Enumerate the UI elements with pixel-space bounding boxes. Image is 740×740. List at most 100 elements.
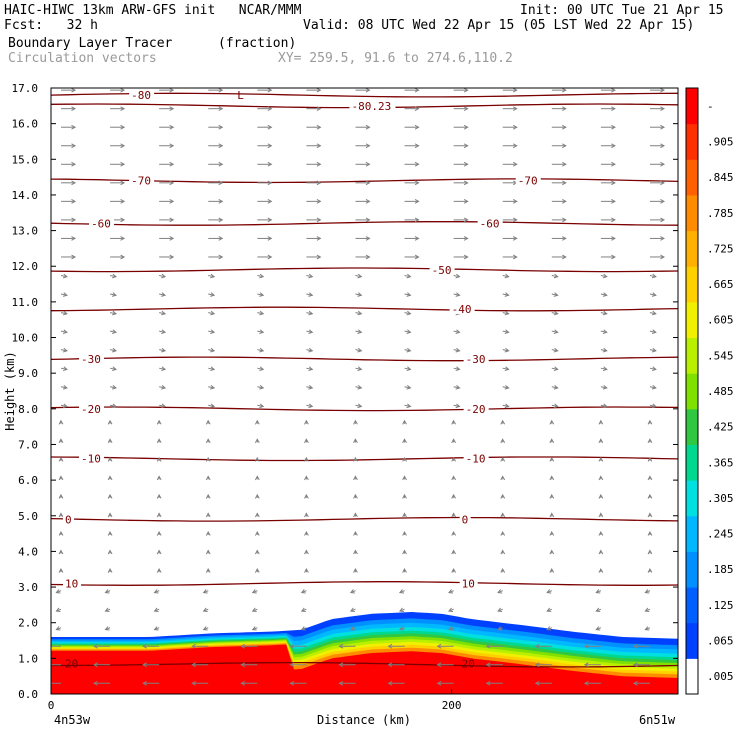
contour-label: 10	[65, 577, 78, 590]
plot-frame	[50, 87, 679, 695]
contour-label: -40	[452, 303, 472, 316]
low-pressure-marker: L	[237, 89, 244, 102]
contour-label: -70	[131, 175, 151, 188]
y-tick-label: 9.0	[18, 367, 38, 380]
colorbar-swatch	[686, 123, 698, 160]
model-line: HAIC-HIWC 13km ARW-GFS init NCAR/MMM	[4, 3, 302, 18]
colorbar-swatch	[686, 408, 698, 445]
y-tick-label: 7.0	[18, 438, 38, 451]
colorbar-swatch	[686, 658, 698, 695]
contour-0	[51, 516, 678, 522]
colorbar-swatch	[686, 337, 698, 374]
colorbar-label: .125	[707, 599, 734, 612]
y-tick-label: 17.0	[12, 82, 39, 95]
colorbar-swatch	[686, 480, 698, 517]
cross-section-endpoints: XY= 259.5, 91.6 to 274.6,110.2	[278, 51, 513, 66]
contour-label: 0	[462, 513, 469, 526]
contour-10	[51, 581, 678, 586]
colorbar-label: -	[707, 100, 714, 113]
contour-label: -80.23	[351, 100, 391, 113]
contour-label: -30	[81, 353, 101, 366]
contour-label: -20	[466, 403, 486, 416]
y-tick-label: 15.0	[12, 153, 39, 166]
contour--50	[51, 267, 678, 273]
tracer-band-11	[51, 644, 678, 694]
colorbar-swatch	[686, 587, 698, 624]
field-units: (fraction)	[218, 36, 297, 51]
colorbar-label: .725	[707, 242, 734, 255]
contour-label: 20	[65, 658, 78, 671]
y-axis-label: Height (km)	[3, 351, 17, 430]
y-tick-label: 10.0	[12, 332, 39, 345]
contour--80	[51, 92, 678, 98]
contour-label: -50	[432, 264, 452, 277]
colorbar-swatch	[686, 444, 698, 481]
colorbar-swatch	[686, 515, 698, 552]
colorbar-label: .845	[707, 171, 734, 184]
contour-label: 10	[462, 577, 475, 590]
colorbar-swatch	[686, 266, 698, 303]
y-tick-label: 2.0	[18, 617, 38, 630]
y-tick-label: 5.0	[18, 510, 38, 523]
y-tick-label: 3.0	[18, 581, 38, 594]
colorbar-label: .485	[707, 385, 734, 398]
x-tick-label: 0	[48, 699, 55, 712]
colorbar-label: .065	[707, 635, 734, 648]
colorbar-label: .425	[707, 421, 734, 434]
y-tick-label: 11.0	[12, 296, 39, 309]
colorbar-label: .785	[707, 207, 734, 220]
colorbar-swatch	[686, 159, 698, 196]
colorbar-label: .905	[707, 135, 734, 148]
x-axis-label: Distance (km)	[317, 713, 411, 727]
contour-label: -10	[466, 453, 486, 466]
colorbar-swatch	[686, 622, 698, 659]
x-tick-label: 200	[442, 699, 462, 712]
colorbar-label: .365	[707, 456, 734, 469]
contour-label: -70	[518, 175, 538, 188]
colorbar-swatch	[686, 230, 698, 267]
y-tick-label: 8.0	[18, 403, 38, 416]
colorbar-swatch	[686, 88, 698, 125]
colorbar-label: .305	[707, 492, 734, 505]
contour--40	[51, 306, 678, 312]
y-tick-label: 14.0	[12, 189, 39, 202]
colorbar-swatch	[686, 373, 698, 410]
valid-time: Valid: 08 UTC Wed 22 Apr 15 (05 LST Wed …	[303, 18, 695, 33]
contour-label: -60	[91, 217, 111, 230]
contour--30	[51, 356, 678, 362]
colorbar-label: .605	[707, 314, 734, 327]
x-right-endpoint-label: 6n51w	[639, 713, 676, 727]
contour-label: 20	[462, 658, 475, 671]
init-time: Init: 00 UTC Tue 21 Apr 15	[520, 3, 724, 18]
contour--10	[51, 456, 678, 462]
forecast-hour: Fcst: 32 h	[4, 18, 98, 33]
contour--20	[51, 406, 678, 412]
colorbar-label: .665	[707, 278, 734, 291]
contour-label: -30	[466, 353, 486, 366]
y-tick-label: 16.0	[12, 118, 39, 131]
y-tick-label: 6.0	[18, 474, 38, 487]
contour-label: -20	[81, 403, 101, 416]
contour--70	[51, 178, 678, 184]
colorbar-swatch	[686, 301, 698, 339]
colorbar-swatch	[686, 194, 698, 232]
contour-label: -10	[81, 453, 101, 466]
y-tick-label: 4.0	[18, 545, 38, 558]
colorbar-label: .185	[707, 563, 734, 576]
colorbar-swatch	[686, 551, 698, 588]
y-tick-label: 12.0	[12, 260, 39, 273]
contour-label: -60	[480, 217, 500, 230]
overlay-name: Circulation vectors	[8, 51, 157, 66]
colorbar-label: .245	[707, 528, 734, 541]
y-tick-label: 1.0	[18, 652, 38, 665]
y-tick-label: 13.0	[12, 225, 39, 238]
field-name: Boundary Layer Tracer	[8, 36, 173, 51]
colorbar-label: .005	[707, 670, 734, 683]
contour-label: 0	[65, 513, 72, 526]
contour--60	[51, 221, 678, 226]
y-tick-label: 0.0	[18, 688, 38, 701]
x-left-endpoint-label: 4n53w	[54, 713, 91, 727]
contour-label: -80	[131, 89, 151, 102]
colorbar-label: .545	[707, 349, 734, 362]
